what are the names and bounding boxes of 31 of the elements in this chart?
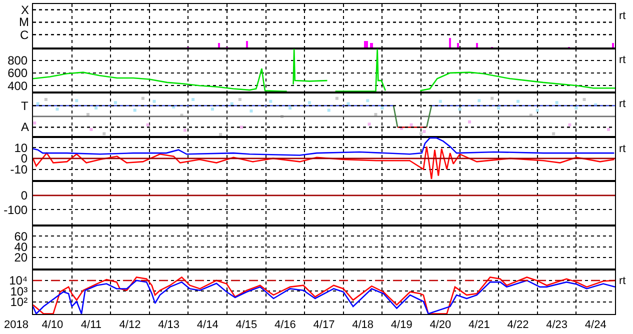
x-tick-label: 4/10 <box>42 319 64 332</box>
text: rt <box>619 10 626 22</box>
text: rt <box>619 98 626 110</box>
ref-line-label: M <box>19 15 29 29</box>
x-tick-label: 4/12 <box>119 319 141 332</box>
x-tick-label: 4/23 <box>546 319 568 332</box>
x-tick-label: 4/22 <box>507 319 529 332</box>
x-tick-label: 4/17 <box>313 319 335 332</box>
ref-line-label: T <box>21 99 29 113</box>
y-tick-label: 400 <box>8 78 28 93</box>
x-tick-label: 4/21 <box>468 319 490 332</box>
x-tick-label: 4/16 <box>274 319 296 332</box>
y-tick-label: 600 <box>8 66 28 80</box>
text: rt <box>619 143 626 155</box>
x-tick-label: 4/19 <box>390 319 412 332</box>
x-tick-label: 4/18 <box>352 319 374 332</box>
text: 2018 <box>4 319 28 331</box>
ref-line-label: A <box>21 120 30 134</box>
ref-line-label: X <box>21 3 30 17</box>
x-tick-label: 4/15 <box>236 319 258 332</box>
ref-line-label: C <box>20 28 29 42</box>
x-tick-label: 4/20 <box>430 319 452 332</box>
x-tick-label: 4/11 <box>80 319 102 332</box>
y-tick-label: 0 <box>20 188 28 203</box>
text: rt <box>619 275 626 287</box>
text: rt <box>619 54 626 66</box>
y-tick-label: -100 <box>4 202 28 217</box>
x-tick-label: 4/14 <box>196 319 218 332</box>
y-tick-label: 800 <box>8 54 28 68</box>
x-tick-label: 4/13 <box>158 319 180 332</box>
x-tick-label: 4/24 <box>584 319 606 332</box>
